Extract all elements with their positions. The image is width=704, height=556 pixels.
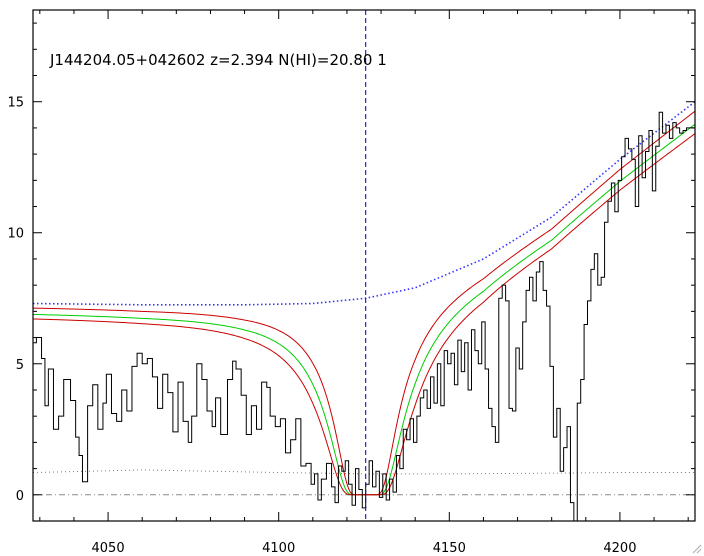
plot-frame [32,9,696,522]
y-tick-label: 15 [7,96,24,111]
x-tick-label: 4050 [92,541,125,556]
model-lower-line [33,133,695,496]
model-upper-line [33,110,695,496]
resize-grip-icon[interactable] [690,542,702,554]
continuum-series-line [33,101,695,306]
plot-border [32,9,696,522]
error-series-line [33,469,695,475]
chart-title: J144204.05+042602 z=2.394 N(HI)=20.80 1 [49,51,387,69]
y-tick-label: 0 [16,489,24,504]
model-central-line [33,123,695,496]
flux-series-line [33,111,695,521]
x-tick-label: 4150 [433,541,466,556]
x-tick-label: 4200 [603,541,636,556]
y-tick-label: 5 [16,358,24,373]
x-tick-label: 4100 [262,541,295,556]
series-layer [33,10,695,521]
y-tick-label: 10 [7,227,24,242]
axis-ticks: 4050 4100 4150 4200 0 5 10 15 [7,10,695,556]
